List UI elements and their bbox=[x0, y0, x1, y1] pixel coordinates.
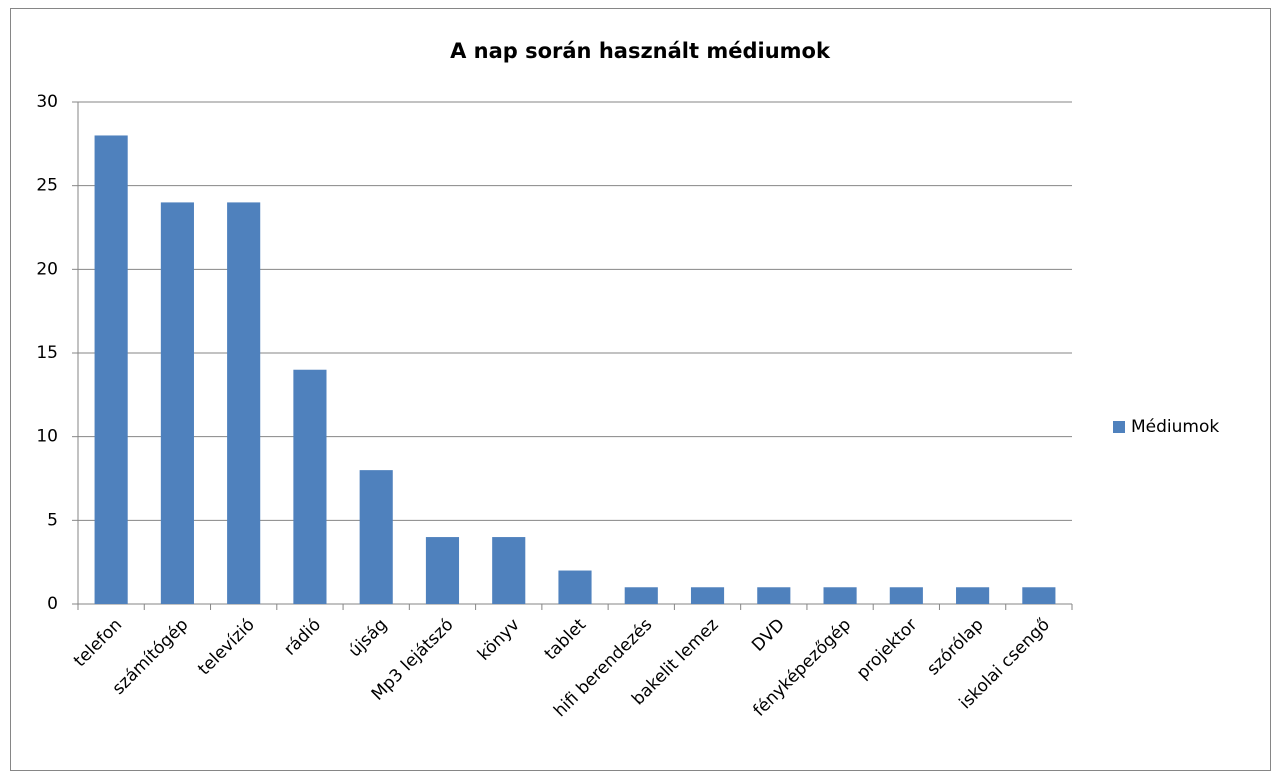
y-tick-label: 20 bbox=[36, 259, 58, 279]
chart-border bbox=[10, 8, 1271, 771]
bar bbox=[359, 470, 393, 604]
bar bbox=[624, 587, 658, 604]
bar bbox=[227, 202, 261, 604]
y-tick-label: 25 bbox=[36, 176, 58, 196]
bar bbox=[956, 587, 990, 604]
bar bbox=[757, 587, 791, 604]
legend-label: Médiumok bbox=[1131, 417, 1219, 437]
bar bbox=[293, 369, 327, 604]
y-tick-label: 5 bbox=[47, 510, 58, 530]
bar bbox=[425, 537, 460, 604]
bar bbox=[1022, 587, 1056, 604]
bar bbox=[94, 135, 128, 604]
bar bbox=[492, 537, 526, 604]
bar bbox=[558, 570, 592, 604]
bar bbox=[160, 202, 194, 604]
y-tick-label: 30 bbox=[36, 92, 58, 112]
y-tick-label: 10 bbox=[36, 427, 58, 447]
bar bbox=[889, 587, 923, 604]
bar bbox=[690, 587, 725, 604]
chart-title: A nap során használt médiumok bbox=[450, 39, 831, 63]
bar bbox=[823, 587, 857, 604]
y-tick-label: 15 bbox=[36, 343, 58, 363]
legend-swatch bbox=[1113, 421, 1125, 433]
y-tick-label: 0 bbox=[47, 594, 58, 614]
